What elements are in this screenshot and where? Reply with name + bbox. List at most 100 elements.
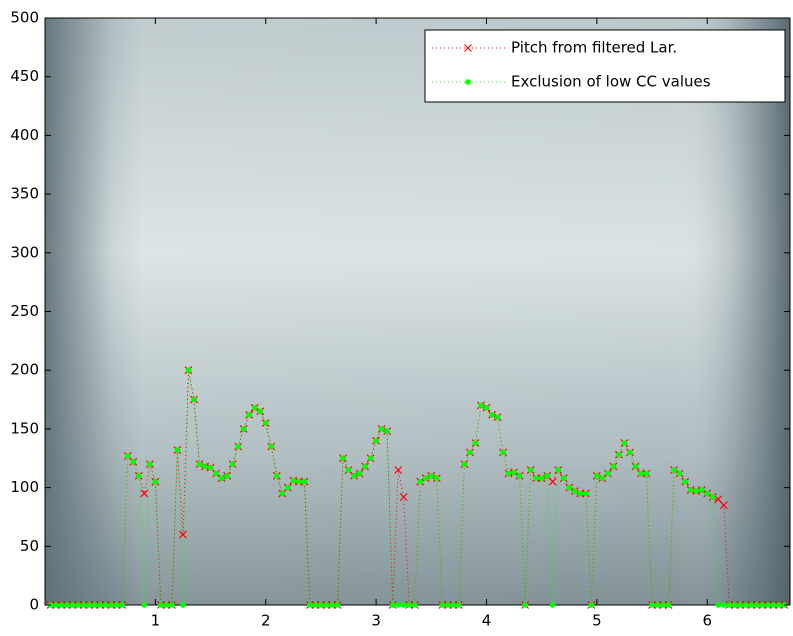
marker: [240, 426, 247, 432]
marker: [676, 470, 683, 477]
y-tick-label: 400: [10, 126, 39, 144]
marker: [709, 494, 716, 500]
marker: [373, 437, 379, 444]
marker: [548, 477, 557, 486]
marker: [560, 475, 567, 482]
y-tick-label: 250: [10, 302, 39, 320]
y-tick-label: 50: [20, 537, 39, 555]
x-tick-label: 6: [702, 612, 712, 630]
marker: [213, 470, 219, 477]
y-tick-label: 100: [10, 478, 39, 496]
legend-label: Pitch from filtered Lar.: [511, 39, 677, 57]
marker: [671, 467, 677, 473]
marker: [450, 602, 457, 608]
marker: [102, 602, 109, 608]
marker: [124, 453, 131, 459]
marker: [765, 602, 771, 608]
marker: [522, 602, 528, 608]
marker: [439, 602, 446, 608]
marker: [86, 602, 92, 608]
marker: [759, 602, 766, 608]
marker: [334, 602, 341, 608]
x-tick-label: 3: [371, 612, 381, 630]
marker: [527, 467, 534, 473]
marker: [207, 464, 214, 471]
marker: [732, 602, 738, 608]
marker: [246, 412, 252, 418]
marker: [571, 488, 578, 494]
marker: [693, 488, 699, 494]
marker: [273, 473, 280, 479]
marker: [75, 602, 81, 608]
marker: [191, 396, 197, 403]
x-tick-label: 4: [482, 612, 492, 630]
marker: [174, 447, 181, 453]
marker: [400, 602, 407, 608]
marker: [682, 478, 688, 485]
marker: [180, 602, 186, 608]
marker: [649, 602, 655, 608]
marker: [422, 475, 429, 482]
marker: [770, 602, 777, 608]
marker: [141, 602, 148, 608]
marker: [378, 426, 385, 432]
x-tick-label: 2: [261, 612, 271, 630]
marker: [362, 463, 368, 470]
marker: [719, 501, 728, 510]
marker: [389, 602, 396, 608]
marker: [654, 602, 661, 608]
marker: [583, 490, 589, 497]
marker: [268, 443, 275, 450]
marker: [754, 602, 760, 608]
y-tick-label: 200: [10, 361, 39, 379]
series-line: [50, 370, 785, 606]
marker: [140, 489, 149, 498]
marker: [329, 602, 335, 608]
marker: [698, 487, 705, 493]
marker: [262, 420, 269, 426]
x-tick-label: 1: [151, 612, 161, 630]
marker: [500, 449, 506, 456]
marker: [776, 602, 782, 608]
marker: [235, 443, 241, 450]
marker: [229, 461, 236, 467]
marker: [588, 602, 595, 608]
marker: [464, 44, 472, 52]
marker: [163, 602, 170, 608]
marker: [428, 473, 435, 479]
marker: [594, 473, 600, 479]
y-tick-label: 500: [10, 9, 39, 27]
marker: [152, 478, 159, 485]
marker: [384, 428, 390, 435]
marker: [748, 602, 755, 608]
marker: [566, 484, 573, 491]
marker: [130, 458, 137, 465]
marker: [445, 602, 451, 608]
y-tick-label: 150: [10, 419, 39, 437]
marker: [434, 475, 440, 482]
marker: [533, 475, 539, 482]
y-tick-label: 300: [10, 243, 39, 261]
marker: [456, 602, 462, 608]
marker: [516, 473, 523, 479]
marker: [483, 404, 490, 411]
marker: [621, 440, 628, 446]
marker: [472, 440, 479, 446]
marker: [599, 475, 606, 482]
marker: [511, 469, 517, 476]
marker: [179, 530, 187, 539]
marker: [285, 484, 291, 491]
marker: [202, 463, 208, 470]
marker: [743, 602, 749, 608]
marker: [549, 602, 556, 608]
marker: [417, 478, 424, 485]
marker: [687, 487, 694, 493]
marker: [555, 467, 562, 473]
marker: [489, 412, 495, 418]
marker: [296, 478, 302, 485]
marker: [323, 602, 330, 608]
marker: [399, 493, 408, 501]
marker: [169, 602, 175, 608]
y-tick-label: 450: [10, 67, 39, 85]
